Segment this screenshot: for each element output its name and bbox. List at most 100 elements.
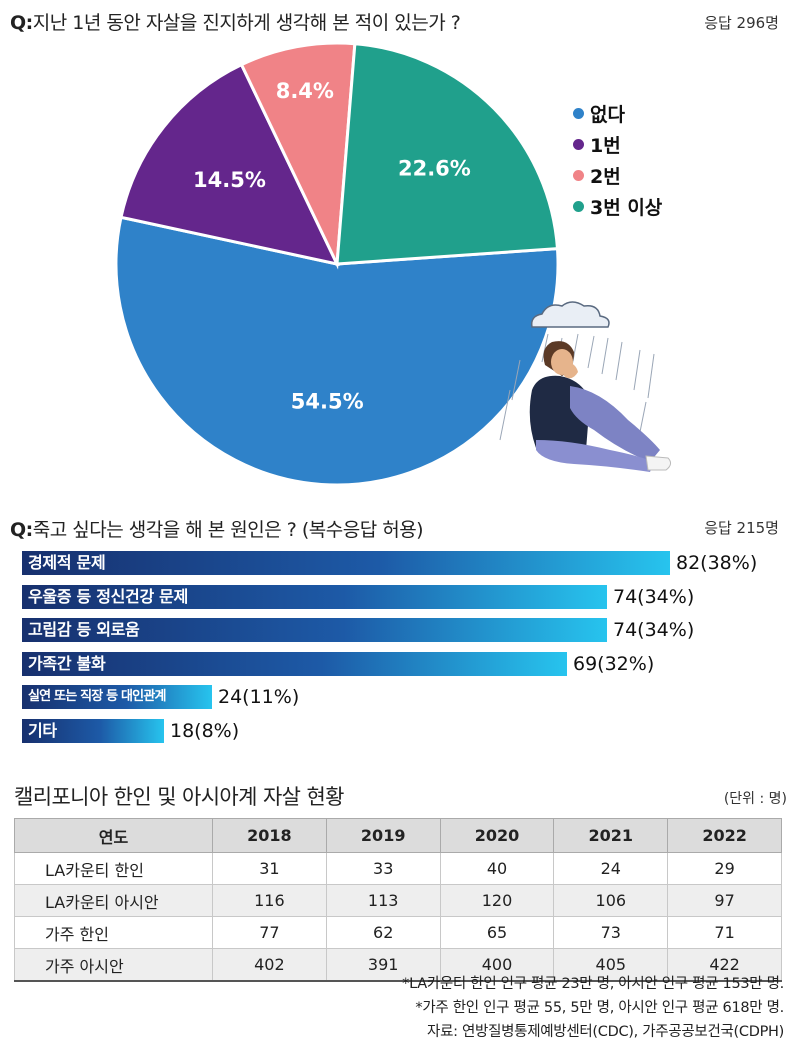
legend-item-three-plus: 3번 이상	[573, 191, 662, 222]
legend-dot	[573, 139, 584, 150]
bar-category-label: 경제적 문제	[28, 553, 106, 572]
bar-chart: 경제적 문제 82(38%) 우울증 등 정신건강 문제 74(34%) 고립감…	[22, 551, 757, 752]
table-row: LA카운티 한인 31 33 40 24 29	[14, 852, 782, 885]
table-row-label: LA카운티 아시안	[14, 884, 213, 917]
table-row: 가주 아시안 402 391 400 405 422	[14, 948, 782, 982]
pie-slice-none	[114, 215, 560, 487]
bar-category-label: 기타	[28, 720, 57, 740]
bar-value-label: 18(8%)	[170, 719, 240, 742]
table-row-label: 가주 아시안	[14, 948, 213, 982]
table-header-cell: 2019	[325, 818, 441, 853]
bar-value-label: 74(34%)	[613, 619, 695, 641]
table-cell: 400	[439, 948, 555, 982]
pie-slice-twice	[239, 41, 357, 270]
table-cell: 73	[553, 916, 669, 949]
table-title: 캘리포니아 한인 및 아시아계 자살 현황	[14, 785, 345, 809]
bar-row: 실연 또는 직장 등 대인관계 24(11%)	[22, 685, 757, 709]
table-cell: 29	[667, 852, 782, 885]
table-cell: 116	[212, 884, 327, 917]
bar-value-label: 74(34%)	[613, 585, 695, 608]
bar-row: 가족간 불화 69(32%)	[22, 651, 757, 676]
table-header-cell: 연도	[14, 818, 213, 853]
note-state-population: *가주 한인 인구 평균 55, 5만 명, 아시안 인구 평균 618만 명.	[415, 1000, 784, 1016]
legend-label: 없다	[590, 104, 625, 126]
legend-item-once: 1번	[573, 129, 662, 160]
bar-value-label: 69(32%)	[573, 652, 655, 675]
bar: 기타	[22, 718, 164, 743]
table-cell: 422	[667, 948, 782, 982]
bar-value-label: 24(11%)	[218, 686, 300, 708]
legend-dot	[573, 201, 584, 212]
bar-category-label: 가족간 불화	[28, 653, 106, 673]
bar-response-count: 응답 215명	[704, 519, 779, 537]
legend-label: 2번	[590, 166, 621, 188]
table-cell: 106	[553, 884, 669, 917]
table-cell: 31	[212, 852, 327, 885]
bar-category-label: 우울증 등 정신건강 문제	[28, 586, 189, 606]
rain-cloud-icon	[530, 301, 610, 328]
table-row: 가주 한인 77 62 65 73 71	[14, 916, 782, 949]
pie-slice-three-plus	[335, 42, 560, 266]
bar: 경제적 문제	[22, 551, 670, 575]
sad-person-illustration	[499, 301, 672, 472]
legend-label: 1번	[590, 135, 621, 157]
note-korean-population: *LA카운티 한인 인구 평균 23만 명, 아시안 인구 평균 153만 명.	[402, 976, 784, 992]
pie-response-count: 응답 296명	[704, 14, 779, 32]
table-row: LA카운티 아시안 116 113 120 106 97	[14, 884, 782, 917]
bar-category-label: 고립감 등 외로움	[28, 620, 140, 639]
bar-row: 기타 18(8%)	[22, 718, 757, 743]
bar-row: 경제적 문제 82(38%)	[22, 551, 757, 575]
table-header-cell: 2022	[667, 818, 782, 853]
table-header-cell: 2021	[553, 818, 669, 853]
table-row-label: 가주 한인	[14, 916, 213, 949]
legend-dot	[573, 108, 584, 119]
bar: 가족간 불화	[22, 651, 567, 676]
bar: 실연 또는 직장 등 대인관계	[22, 685, 212, 709]
bar-category-label: 실연 또는 직장 등 대인관계	[28, 689, 166, 704]
pie-slice-label: 22.6%	[398, 157, 471, 181]
bar-value-label: 82(38%)	[676, 552, 758, 574]
pie-labels: 54.5% 14.5% 8.4% 22.6%	[193, 79, 471, 414]
table-cell: 77	[212, 916, 327, 949]
bar-question-prefix: Q:	[10, 519, 33, 541]
pie-slice-once	[119, 62, 340, 267]
table-cell: 97	[667, 884, 782, 917]
table-row-label: LA카운티 한인	[14, 852, 213, 885]
pie-slice-label: 8.4%	[276, 79, 334, 103]
table-cell: 402	[212, 948, 327, 982]
bar: 고립감 등 외로움	[22, 618, 607, 642]
table-header-row: 연도 2018 2019 2020 2021 2022	[14, 818, 782, 853]
table-header-cell: 2020	[439, 818, 555, 853]
table-cell: 33	[325, 852, 441, 885]
suicide-stats-table: 연도 2018 2019 2020 2021 2022 LA카운티 한인 31 …	[14, 818, 782, 982]
table-cell: 391	[325, 948, 441, 982]
bar-question-text: 죽고 싶다는 생각을 해 본 원인은 ? (복수응답 허용)	[32, 519, 424, 541]
table-cell: 40	[439, 852, 555, 885]
legend-label: 3번 이상	[590, 197, 663, 219]
table-cell: 405	[553, 948, 669, 982]
pie-chart: 54.5% 14.5% 8.4% 22.6%	[114, 41, 560, 487]
table-notes: *LA카운티 한인 인구 평균 23만 명, 아시안 인구 평균 153만 명.…	[402, 972, 784, 1044]
table-cell: 65	[439, 916, 555, 949]
pie-slice-label: 14.5%	[193, 168, 266, 192]
table-cell: 71	[667, 916, 782, 949]
bar-question-title: Q:죽고 싶다는 생각을 해 본 원인은 ? (복수응답 허용)	[10, 515, 424, 542]
note-source: 자료: 연방질병통제예방센터(CDC), 가주공공보건국(CDPH)	[427, 1024, 784, 1040]
bar-row: 고립감 등 외로움 74(34%)	[22, 618, 757, 642]
legend-dot	[573, 170, 584, 181]
pie-question-text: 지난 1년 동안 자살을 진지하게 생각해 본 적이 있는가 ?	[32, 12, 461, 34]
pie-question-prefix: Q:	[10, 12, 33, 34]
legend-item-twice: 2번	[573, 160, 662, 191]
pie-slices	[114, 41, 560, 487]
pie-legend: 없다 1번 2번 3번 이상	[573, 98, 662, 222]
bar-row: 우울증 등 정신건강 문제 74(34%)	[22, 584, 757, 609]
table-cell: 24	[553, 852, 669, 885]
bar: 우울증 등 정신건강 문제	[22, 584, 607, 609]
table-cell: 62	[325, 916, 441, 949]
pie-question-title: Q:지난 1년 동안 자살을 진지하게 생각해 본 적이 있는가 ?	[10, 8, 461, 35]
pie-slice-label: 54.5%	[291, 390, 364, 414]
table-cell: 113	[325, 884, 441, 917]
table-cell: 120	[439, 884, 555, 917]
table-unit: (단위 : 명)	[723, 791, 787, 807]
table-header-cell: 2018	[212, 818, 327, 853]
